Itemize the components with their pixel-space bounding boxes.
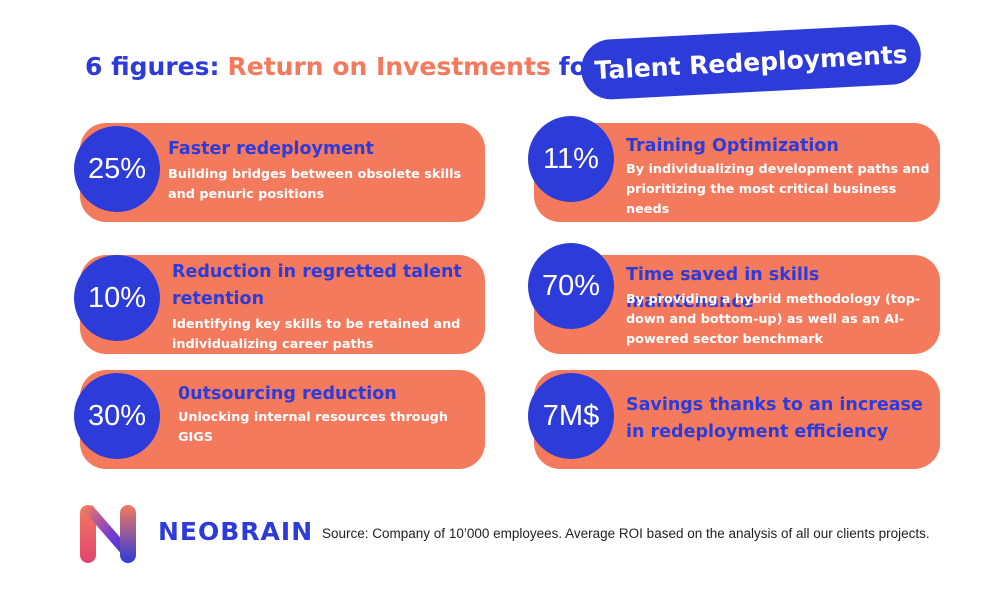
stat-figure-circle: 70% bbox=[528, 243, 614, 329]
stat-title: Training Optimization bbox=[626, 136, 839, 156]
neobrain-n-logo-icon bbox=[80, 505, 136, 563]
stat-title: Faster redeployment bbox=[168, 139, 374, 159]
page-title: 6 figures: Return on Investments for bbox=[85, 36, 599, 96]
stat-description: By individualizing development paths and… bbox=[626, 162, 930, 217]
stat-description: Identifying key skills to be retained an… bbox=[172, 317, 461, 352]
stat-description: By providing a hybrid methodology (top-d… bbox=[626, 292, 921, 347]
brand-name: NEOBRAIN bbox=[158, 517, 314, 546]
title-pill-label: Talent Redeployments bbox=[593, 39, 909, 85]
stat-title: Reduction in regretted talent retention bbox=[172, 262, 462, 309]
title-part-figures: 6 figures: bbox=[85, 51, 220, 81]
stat-title: 0utsourcing reduction bbox=[178, 384, 397, 404]
stat-description: Building bridges between obsolete skills… bbox=[168, 167, 462, 202]
stat-description: Unlocking internal resources through GIG… bbox=[178, 410, 448, 445]
title-pill: Talent Redeployments bbox=[579, 23, 923, 101]
stat-figure-circle: 7M$ bbox=[528, 373, 614, 459]
stat-figure-circle: 10% bbox=[74, 255, 160, 341]
title-part-roi: Return on Investments bbox=[227, 51, 551, 81]
stat-title: Savings thanks to an increase in redeplo… bbox=[626, 395, 923, 442]
stat-figure-circle: 11% bbox=[528, 116, 614, 202]
stat-figure-circle: 25% bbox=[74, 126, 160, 212]
source-note: Source: Company of 10’000 employees. Ave… bbox=[322, 526, 930, 541]
stat-figure-circle: 30% bbox=[74, 373, 160, 459]
stat-title: Time saved in skills maintenance bbox=[626, 265, 820, 312]
